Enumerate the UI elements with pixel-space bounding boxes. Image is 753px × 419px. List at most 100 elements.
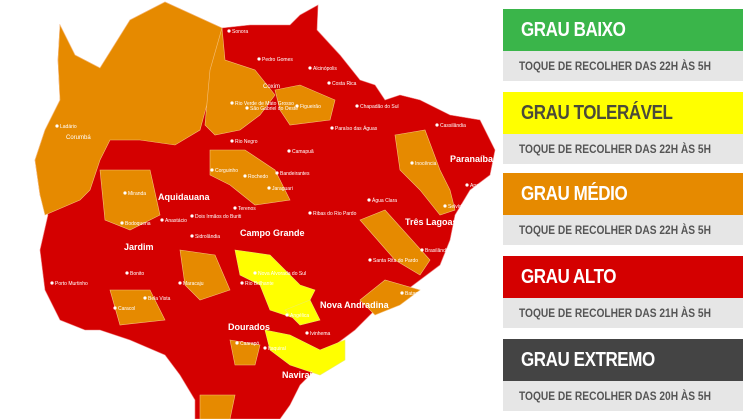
legend-item-3: GRAU ALTO TOQUE DE RECOLHER DAS 21H ÀS 5… <box>503 256 743 328</box>
city-label: Bataguassu <box>405 291 432 297</box>
legend-item-4: GRAU EXTREMO TOQUE DE RECOLHER DAS 20H À… <box>503 339 743 411</box>
city-label: Rio Brilhante <box>245 281 274 287</box>
legend-item-2: GRAU MÉDIO TOQUE DE RECOLHER DAS 22H ÀS … <box>503 173 743 245</box>
region-medio-caarapo <box>229 339 261 366</box>
city-label: Bela Vista <box>148 296 171 302</box>
city-dot <box>400 291 404 295</box>
legend-item-0: GRAU BAIXO TOQUE DE RECOLHER DAS 22H ÀS … <box>503 9 743 81</box>
city-dot <box>160 218 164 222</box>
city-dot <box>305 331 309 335</box>
city-dot <box>143 296 147 300</box>
city-dot <box>465 183 469 187</box>
city-label: Terenos <box>238 206 256 212</box>
city-label: Camapuã <box>292 149 314 155</box>
city-nova-andradina: Nova Andradina <box>320 300 390 310</box>
city-dot <box>367 198 371 202</box>
city-label: Inocência <box>415 161 437 167</box>
state-map: Campo Grande Aquidauana Três Lagoas Para… <box>34 1 500 419</box>
region-medio-inocencia <box>394 129 456 216</box>
region-toleravel-angelica <box>284 299 321 326</box>
city-jardim: Jardim <box>124 242 154 252</box>
city-dot <box>243 174 247 178</box>
city-dot <box>410 161 414 165</box>
region-medio-pantanal <box>34 1 223 216</box>
city-dot <box>245 106 249 110</box>
city-dot <box>435 123 439 127</box>
city-dot <box>50 281 54 285</box>
city-label: Jaraguari <box>272 186 293 192</box>
city-label: Bandeirantes <box>280 171 310 177</box>
city-dot <box>120 221 124 225</box>
city-label: Alcinópolis <box>313 66 337 72</box>
city-dot <box>308 211 312 215</box>
city-label: Bodoquena <box>125 221 151 227</box>
city-label: Caarapó <box>240 341 259 347</box>
legend-title: GRAU MÉDIO <box>503 173 743 215</box>
city-label: Corguinho <box>215 168 238 174</box>
region-medio-center <box>209 149 291 206</box>
city-dot <box>235 341 239 345</box>
city-dot <box>370 321 374 325</box>
city-label: Miranda <box>128 191 146 197</box>
city-label: Maracaju <box>183 281 204 287</box>
city-dot <box>308 66 312 70</box>
city-dot <box>355 104 359 108</box>
city-label: Anastácio <box>165 218 187 224</box>
city-label: Rio Negro <box>235 139 258 145</box>
city-label: Angélica <box>290 313 309 319</box>
city-dot <box>253 271 257 275</box>
city-dot <box>287 149 291 153</box>
region-medio-bonito <box>99 169 161 231</box>
city-label: Pedro Gomes <box>262 57 293 63</box>
city-dot <box>210 168 214 172</box>
region-medio-brasilandia <box>359 209 431 276</box>
city-label: Chapadão do Sul <box>360 104 399 110</box>
city-coxim: Coxim <box>263 84 280 90</box>
city-navirai: Naviraí <box>282 370 313 380</box>
city-label: São Gabriel do Oeste <box>250 106 298 112</box>
city-label: Bonito <box>130 271 144 277</box>
city-label: Porto Murtinho <box>55 281 88 287</box>
city-dourados: Dourados <box>228 322 270 332</box>
city-labels-major: Campo Grande Aquidauana Três Lagoas Para… <box>66 84 494 380</box>
city-label: Nova Alvorada do Sul <box>258 271 306 277</box>
city-dot <box>420 248 424 252</box>
region-medio-south <box>199 394 236 419</box>
city-labels-minor: Ladário Sonora Pedro Gomes Alcinópolis Costa… <box>50 29 500 352</box>
legend-title: GRAU BAIXO <box>503 9 743 51</box>
city-label: Caracol <box>118 306 135 312</box>
city-label: Água Clara <box>372 197 397 204</box>
city-dot <box>227 29 231 33</box>
region-medio-figueirao <box>274 84 336 126</box>
city-dot <box>178 281 182 285</box>
city-dot <box>257 57 261 61</box>
city-label: Cassilândia <box>440 123 466 129</box>
legend-title: GRAU TOLERÁVEL <box>503 92 743 134</box>
legend-subtitle: TOQUE DE RECOLHER DAS 21H ÀS 5H <box>503 298 743 328</box>
city-tres-lagoas: Três Lagoas <box>405 217 458 227</box>
city-label: Sidrolândia <box>195 234 220 240</box>
city-dot <box>123 191 127 195</box>
legend-subtitle: TOQUE DE RECOLHER DAS 20H ÀS 5H <box>503 381 743 411</box>
city-dot <box>240 281 244 285</box>
city-label: Aparecida do Taboado <box>470 183 500 189</box>
city-dot <box>125 271 129 275</box>
city-label: Figueirão <box>300 104 321 110</box>
city-dot <box>330 126 334 130</box>
city-dot <box>275 171 279 175</box>
city-dot <box>230 139 234 143</box>
region-toleravel-south <box>264 329 346 376</box>
city-dot <box>368 258 372 262</box>
city-label: Selvíria <box>448 204 465 210</box>
city-label: Ivinhema <box>310 331 331 337</box>
legend-subtitle: TOQUE DE RECOLHER DAS 22H ÀS 5H <box>503 51 743 81</box>
city-dot <box>295 104 299 108</box>
legend-title: GRAU EXTREMO <box>503 339 743 381</box>
city-label: Paraíso das Águas <box>335 125 378 132</box>
city-dot <box>267 186 271 190</box>
city-label: Ribas do Rio Pardo <box>313 211 357 217</box>
city-corumba: Corumbá <box>66 135 91 141</box>
city-paranaiba: Paranaíba <box>450 154 494 164</box>
region-medio-southeast <box>359 279 421 316</box>
city-label: Dois Irmãos do Buriti <box>195 214 241 220</box>
